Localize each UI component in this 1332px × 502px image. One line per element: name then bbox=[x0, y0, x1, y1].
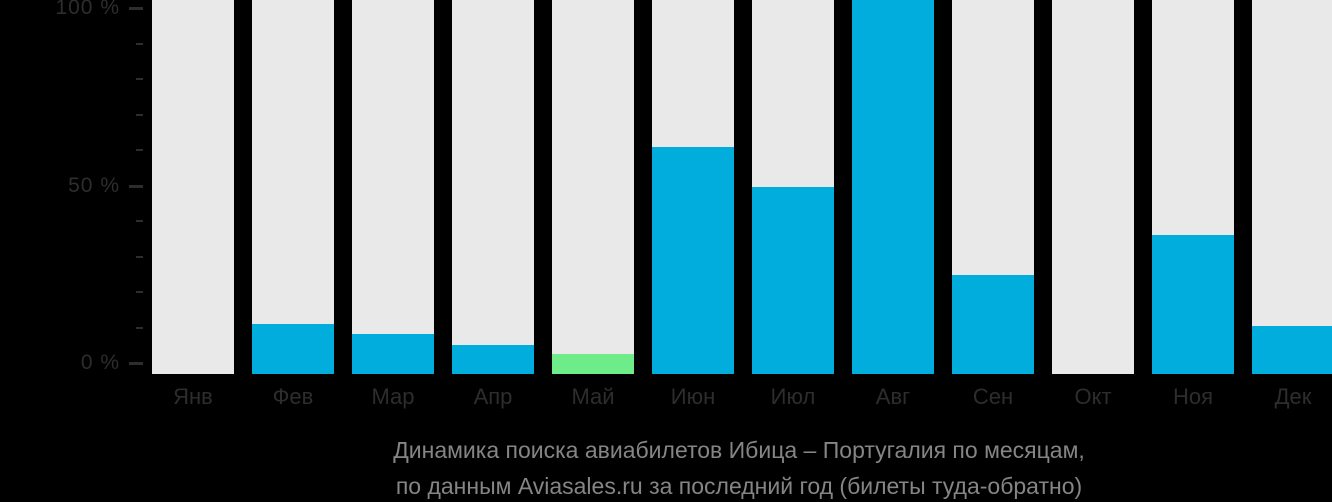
caption-line-1: Динамика поиска авиабилетов Ибица – Порт… bbox=[393, 437, 1085, 463]
x-axis-label: Окт bbox=[1074, 384, 1112, 409]
y-tick-major-mark bbox=[129, 362, 143, 365]
y-tick-minor-mark bbox=[136, 78, 143, 80]
y-tick-minor-mark bbox=[136, 149, 143, 151]
y-tick-minor-mark bbox=[136, 42, 143, 45]
bar-track bbox=[952, 0, 1034, 374]
bar-fill-highlight bbox=[552, 354, 634, 374]
x-axis-label: Июн bbox=[670, 384, 716, 409]
bar-track bbox=[452, 0, 534, 374]
y-tick-label: 100 % bbox=[55, 0, 120, 19]
bar-fill bbox=[1152, 235, 1234, 374]
bar-track bbox=[1252, 0, 1332, 374]
x-axis-label: Ноя bbox=[1172, 384, 1214, 409]
y-tick-minor-mark bbox=[136, 255, 143, 258]
chart-caption: Динамика поиска авиабилетов Ибица – Порт… bbox=[146, 432, 1332, 502]
y-tick-minor-mark bbox=[136, 220, 143, 222]
bar-track bbox=[352, 0, 434, 374]
y-tick-major-mark bbox=[129, 184, 143, 188]
bar-track bbox=[852, 0, 934, 374]
bar-fill bbox=[352, 334, 434, 374]
x-axis-label: Янв bbox=[173, 384, 213, 409]
bar-track bbox=[252, 0, 334, 374]
bar-fill bbox=[752, 187, 834, 374]
y-tick-minor-mark bbox=[136, 326, 143, 329]
bar-fill bbox=[1252, 326, 1332, 374]
x-axis-label: Сен bbox=[972, 384, 1014, 409]
bar-track bbox=[1052, 0, 1134, 374]
bar-fill bbox=[452, 345, 534, 374]
y-tick-label: 0 % bbox=[80, 351, 120, 374]
bar-fill bbox=[252, 324, 334, 374]
bar-track bbox=[552, 0, 634, 374]
plot-area: 100 % 50 % 0 % bbox=[55, 0, 1332, 374]
y-tick-minor-mark bbox=[136, 113, 143, 116]
y-tick-minor-mark bbox=[136, 291, 143, 293]
x-axis-label: Май bbox=[571, 384, 615, 409]
bar-track bbox=[152, 0, 234, 374]
bar-track bbox=[652, 0, 734, 374]
y-tick-major-mark bbox=[129, 7, 143, 10]
bar-track bbox=[752, 0, 834, 374]
bar-fill bbox=[852, 0, 934, 374]
y-tick-label: 50 % bbox=[68, 173, 120, 197]
bar-fill bbox=[952, 275, 1034, 374]
x-axis-label: Апр bbox=[473, 384, 513, 409]
bar-track bbox=[1152, 0, 1234, 374]
x-axis-label: Дек bbox=[1274, 384, 1312, 409]
x-axis-label: Мар bbox=[371, 384, 415, 409]
x-axis-label: Фев bbox=[272, 384, 314, 409]
caption-line-2: по данным Aviasales.ru за последний год … bbox=[395, 473, 1083, 499]
bar-fill bbox=[652, 147, 734, 374]
x-axis-label: Авг bbox=[875, 384, 911, 409]
x-axis-label: Июл bbox=[770, 384, 816, 409]
